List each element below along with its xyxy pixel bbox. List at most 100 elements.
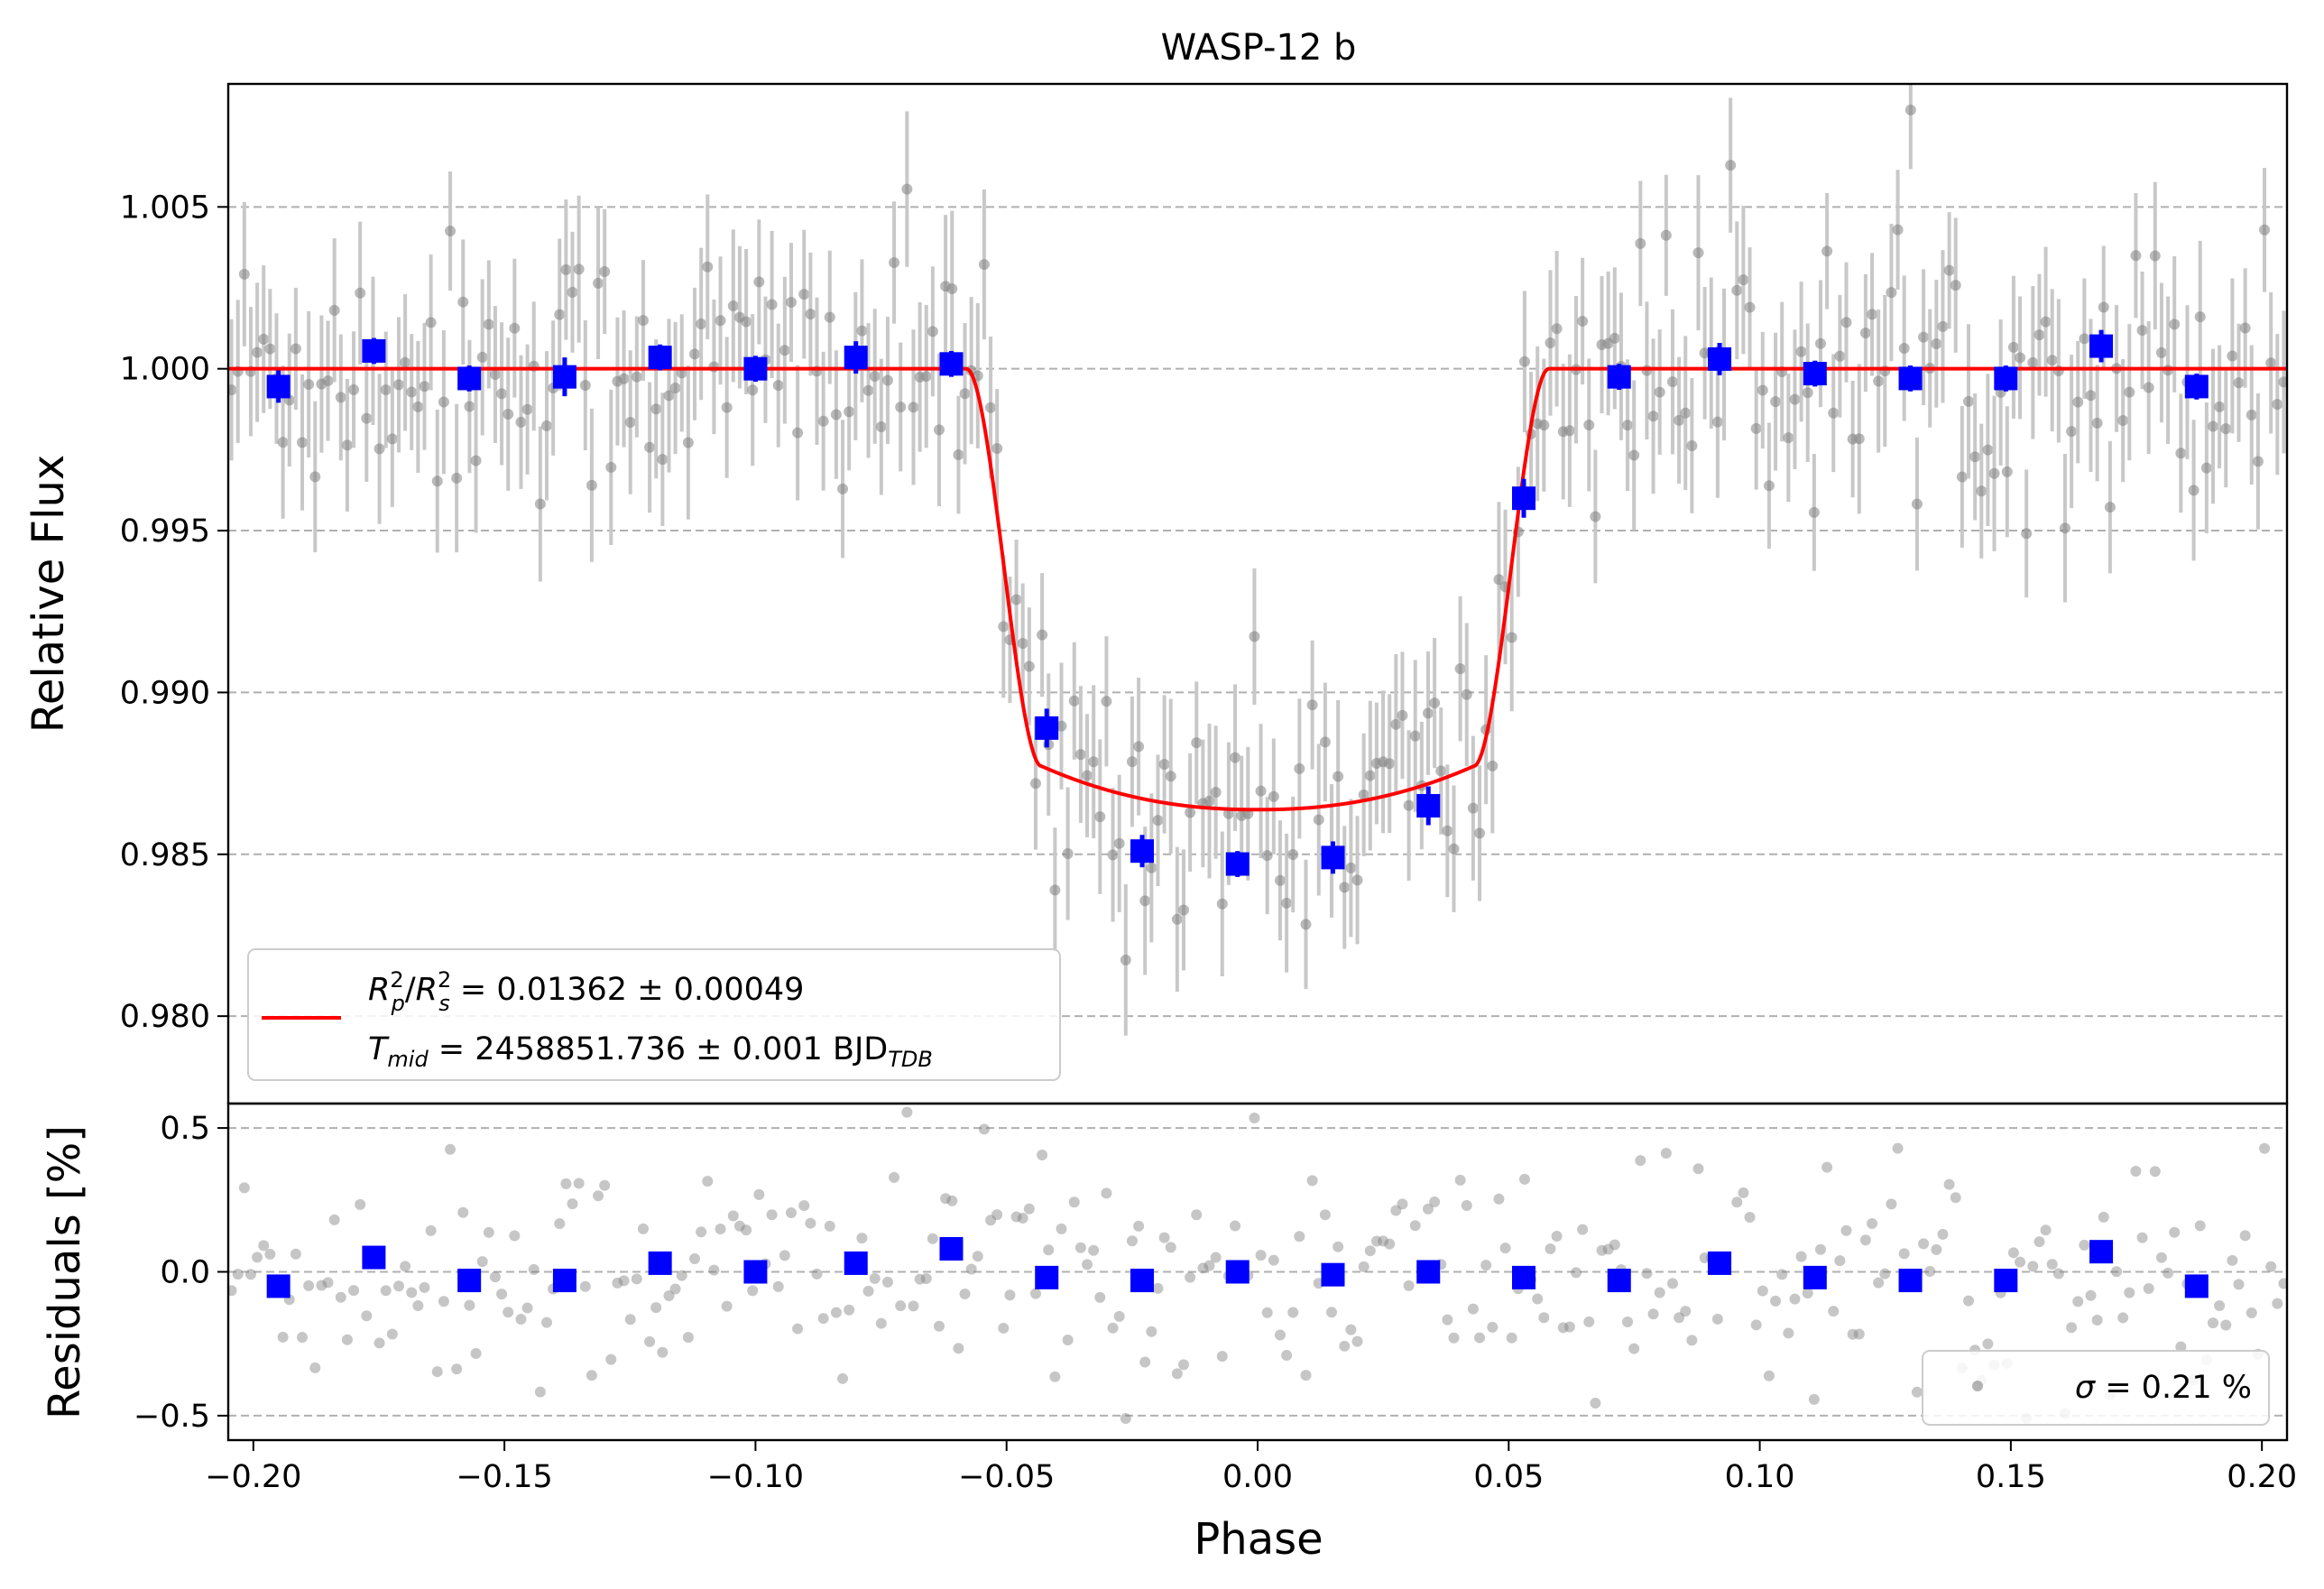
raw-data-point: [438, 396, 449, 408]
raw-data-point: [901, 183, 913, 195]
raw-data-point: [689, 348, 701, 360]
binned-data-point: [1994, 366, 2018, 391]
residual-point: [2098, 1211, 2109, 1223]
raw-data-point: [895, 402, 907, 413]
residual-point: [1918, 1238, 1930, 1250]
raw-data-point: [1068, 695, 1080, 707]
raw-data-point: [1313, 814, 1324, 826]
residual-point: [1191, 1209, 1203, 1221]
raw-data-point: [1126, 756, 1138, 768]
residual-point: [1146, 1326, 1157, 1337]
raw-data-point: [228, 384, 237, 396]
residual-point: [2091, 1314, 2103, 1326]
residual-point: [1577, 1224, 1589, 1235]
raw-data-point: [1319, 736, 1331, 748]
raw-data-point: [1287, 849, 1299, 861]
residual-point: [258, 1240, 270, 1252]
residual-point: [1094, 1291, 1106, 1303]
residual-point: [1602, 1243, 1614, 1255]
residual-point: [1101, 1187, 1112, 1199]
binned-data-point: [1803, 362, 1827, 386]
residual-point: [489, 1271, 501, 1283]
raw-data-point: [2046, 355, 2058, 366]
residual-point: [1210, 1252, 1222, 1263]
residual-point: [792, 1323, 804, 1335]
residual-point: [1783, 1327, 1794, 1339]
residual-point: [1744, 1212, 1756, 1224]
residual-point: [1197, 1262, 1209, 1274]
residual-point: [2149, 1166, 2161, 1178]
raw-data-point: [618, 373, 630, 384]
residual-point: [1840, 1224, 1852, 1236]
residual-point: [355, 1198, 366, 1210]
residual-point: [1911, 1386, 1923, 1398]
raw-data-point: [862, 384, 874, 396]
residual-point: [1802, 1288, 1813, 1299]
residual-point: [2034, 1236, 2045, 1248]
residual-point: [252, 1252, 263, 1263]
raw-data-point: [991, 443, 1003, 455]
residual-point: [412, 1300, 424, 1312]
binned-residual-point: [648, 1251, 672, 1275]
binned-residual-point: [844, 1251, 868, 1275]
residual-point: [2046, 1259, 2058, 1270]
raw-data-point: [702, 261, 714, 273]
residual-point: [1474, 1332, 1486, 1344]
residual-point: [1345, 1324, 1357, 1335]
raw-data-point: [637, 315, 649, 327]
raw-data-point: [741, 316, 752, 328]
residual-point: [1056, 1223, 1067, 1234]
residual-point: [1924, 1265, 1936, 1277]
residual-point: [392, 1280, 404, 1292]
residual-point: [1409, 1220, 1421, 1232]
residual-point: [1821, 1161, 1833, 1173]
residual-point: [1731, 1196, 1743, 1208]
raw-data-point: [1029, 778, 1041, 790]
residual-point: [348, 1285, 360, 1297]
residual-point: [2136, 1232, 2148, 1243]
residual-point: [1557, 1322, 1569, 1334]
residual-point: [1029, 1288, 1041, 1299]
raw-data-point: [1609, 332, 1620, 344]
raw-data-point: [1583, 419, 1595, 430]
raw-data-point: [985, 402, 997, 413]
residual-point: [1339, 1340, 1351, 1352]
residual-point: [2220, 1319, 2232, 1331]
residual-point: [1666, 1278, 1678, 1289]
raw-data-point: [1139, 895, 1151, 907]
raw-data-point: [875, 421, 887, 433]
residual-point: [650, 1302, 662, 1314]
chart-title: WASP-12 b: [1161, 27, 1357, 69]
residual-point: [1126, 1235, 1138, 1247]
raw-data-point: [881, 374, 893, 386]
raw-data-point: [1467, 802, 1479, 814]
raw-data-point: [696, 318, 707, 329]
y-tick-label: 1.000: [120, 352, 210, 388]
residual-point: [1654, 1287, 1665, 1298]
residual-point: [785, 1207, 797, 1219]
residual-point: [1062, 1335, 1074, 1346]
raw-data-point: [2233, 377, 2245, 389]
residual-point: [624, 1314, 636, 1326]
residual-point: [1873, 1277, 1885, 1289]
residual-point: [772, 1280, 784, 1292]
residual-point: [1454, 1174, 1466, 1186]
residual-point: [741, 1224, 752, 1236]
residual-point: [2265, 1261, 2277, 1272]
residual-point: [862, 1285, 874, 1297]
residual-point: [316, 1280, 327, 1291]
raw-data-point: [631, 371, 642, 383]
residual-point: [2117, 1312, 2129, 1324]
residual-point: [2259, 1142, 2271, 1154]
residual-point: [297, 1332, 309, 1344]
residual-point: [2175, 1341, 2187, 1353]
raw-data-point: [1886, 287, 1897, 299]
residual-point: [1185, 1271, 1196, 1283]
residual-point: [644, 1335, 656, 1347]
raw-data-point: [2117, 414, 2129, 426]
residual-point: [1499, 1243, 1511, 1254]
y-tick-label: 0.5: [160, 1111, 210, 1147]
binned-data-point: [743, 356, 768, 381]
residual-point: [2194, 1220, 2206, 1232]
residual-point: [1370, 1235, 1382, 1247]
